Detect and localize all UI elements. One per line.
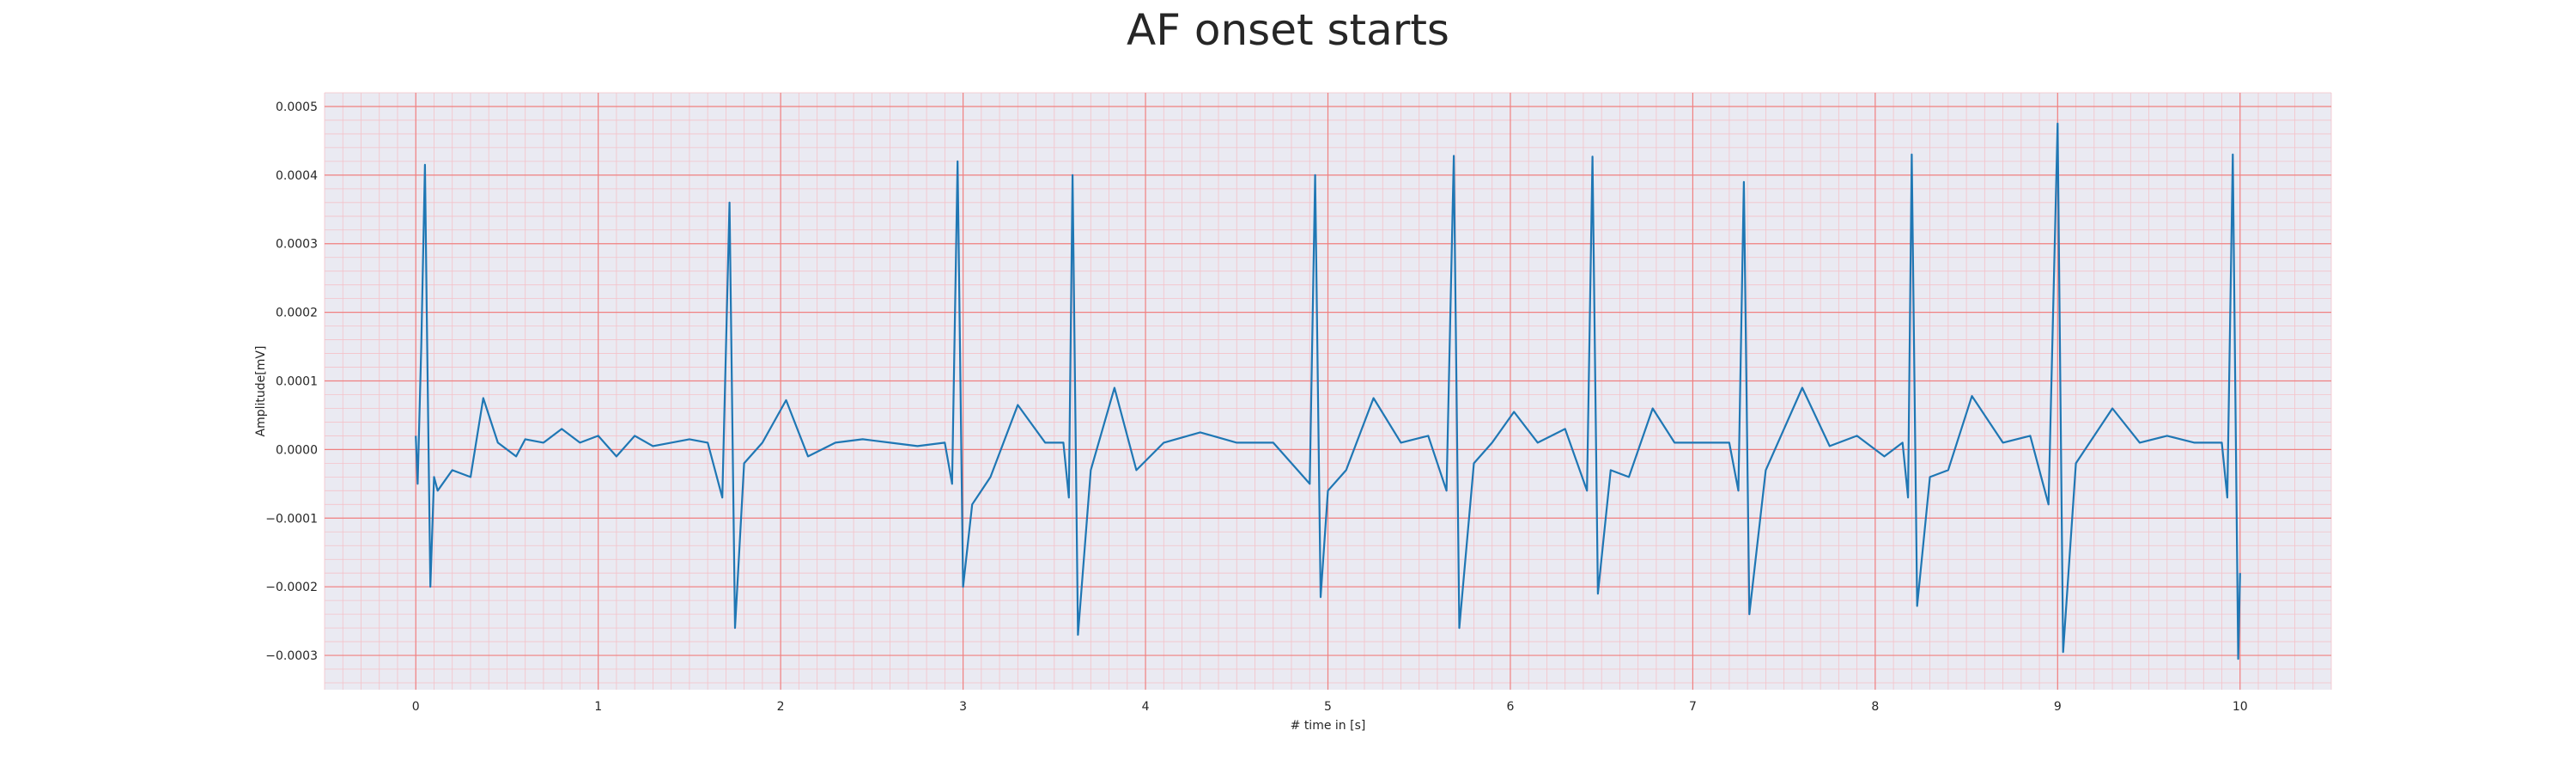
y-tick-label: 0.0000 xyxy=(276,443,318,457)
y-tick-label: 0.0004 xyxy=(276,169,318,183)
x-tick-label: 6 xyxy=(1506,700,1514,714)
x-tick-label: 9 xyxy=(2054,700,2062,714)
x-tick-label: 8 xyxy=(1871,700,1879,714)
x-tick-label: 10 xyxy=(2233,700,2248,714)
x-tick-label: 1 xyxy=(594,700,602,714)
y-tick-label: 0.0001 xyxy=(276,375,318,389)
y-axis-label: Amplitude[mV] xyxy=(254,346,268,437)
x-axis-label: # time in [s] xyxy=(1291,719,1366,733)
y-tick-label: 0.0003 xyxy=(276,238,318,252)
x-tick-label: 5 xyxy=(1324,700,1332,714)
x-tick-label: 3 xyxy=(959,700,967,714)
y-tick-label: 0.0005 xyxy=(276,100,318,114)
y-tick-labels: −0.0003 −0.0002 −0.0001 0.0000 0.0001 0.0002 0… xyxy=(265,100,318,663)
y-tick-label: 0.0002 xyxy=(276,307,318,320)
y-tick-label: −0.0002 xyxy=(265,581,318,594)
x-tick-label: 2 xyxy=(777,700,785,714)
x-tick-label: 4 xyxy=(1142,700,1150,714)
x-tick-label: 0 xyxy=(412,700,420,714)
ecg-series-line xyxy=(415,122,2241,660)
y-tick-label: −0.0001 xyxy=(265,512,318,526)
x-tick-label: 7 xyxy=(1689,700,1697,714)
x-tick-labels: 0 1 2 3 4 5 6 7 8 9 10 xyxy=(412,700,2248,714)
major-grid xyxy=(325,93,2331,690)
chart-title: AF onset starts xyxy=(1127,5,1449,55)
y-tick-label: −0.0003 xyxy=(265,649,318,663)
